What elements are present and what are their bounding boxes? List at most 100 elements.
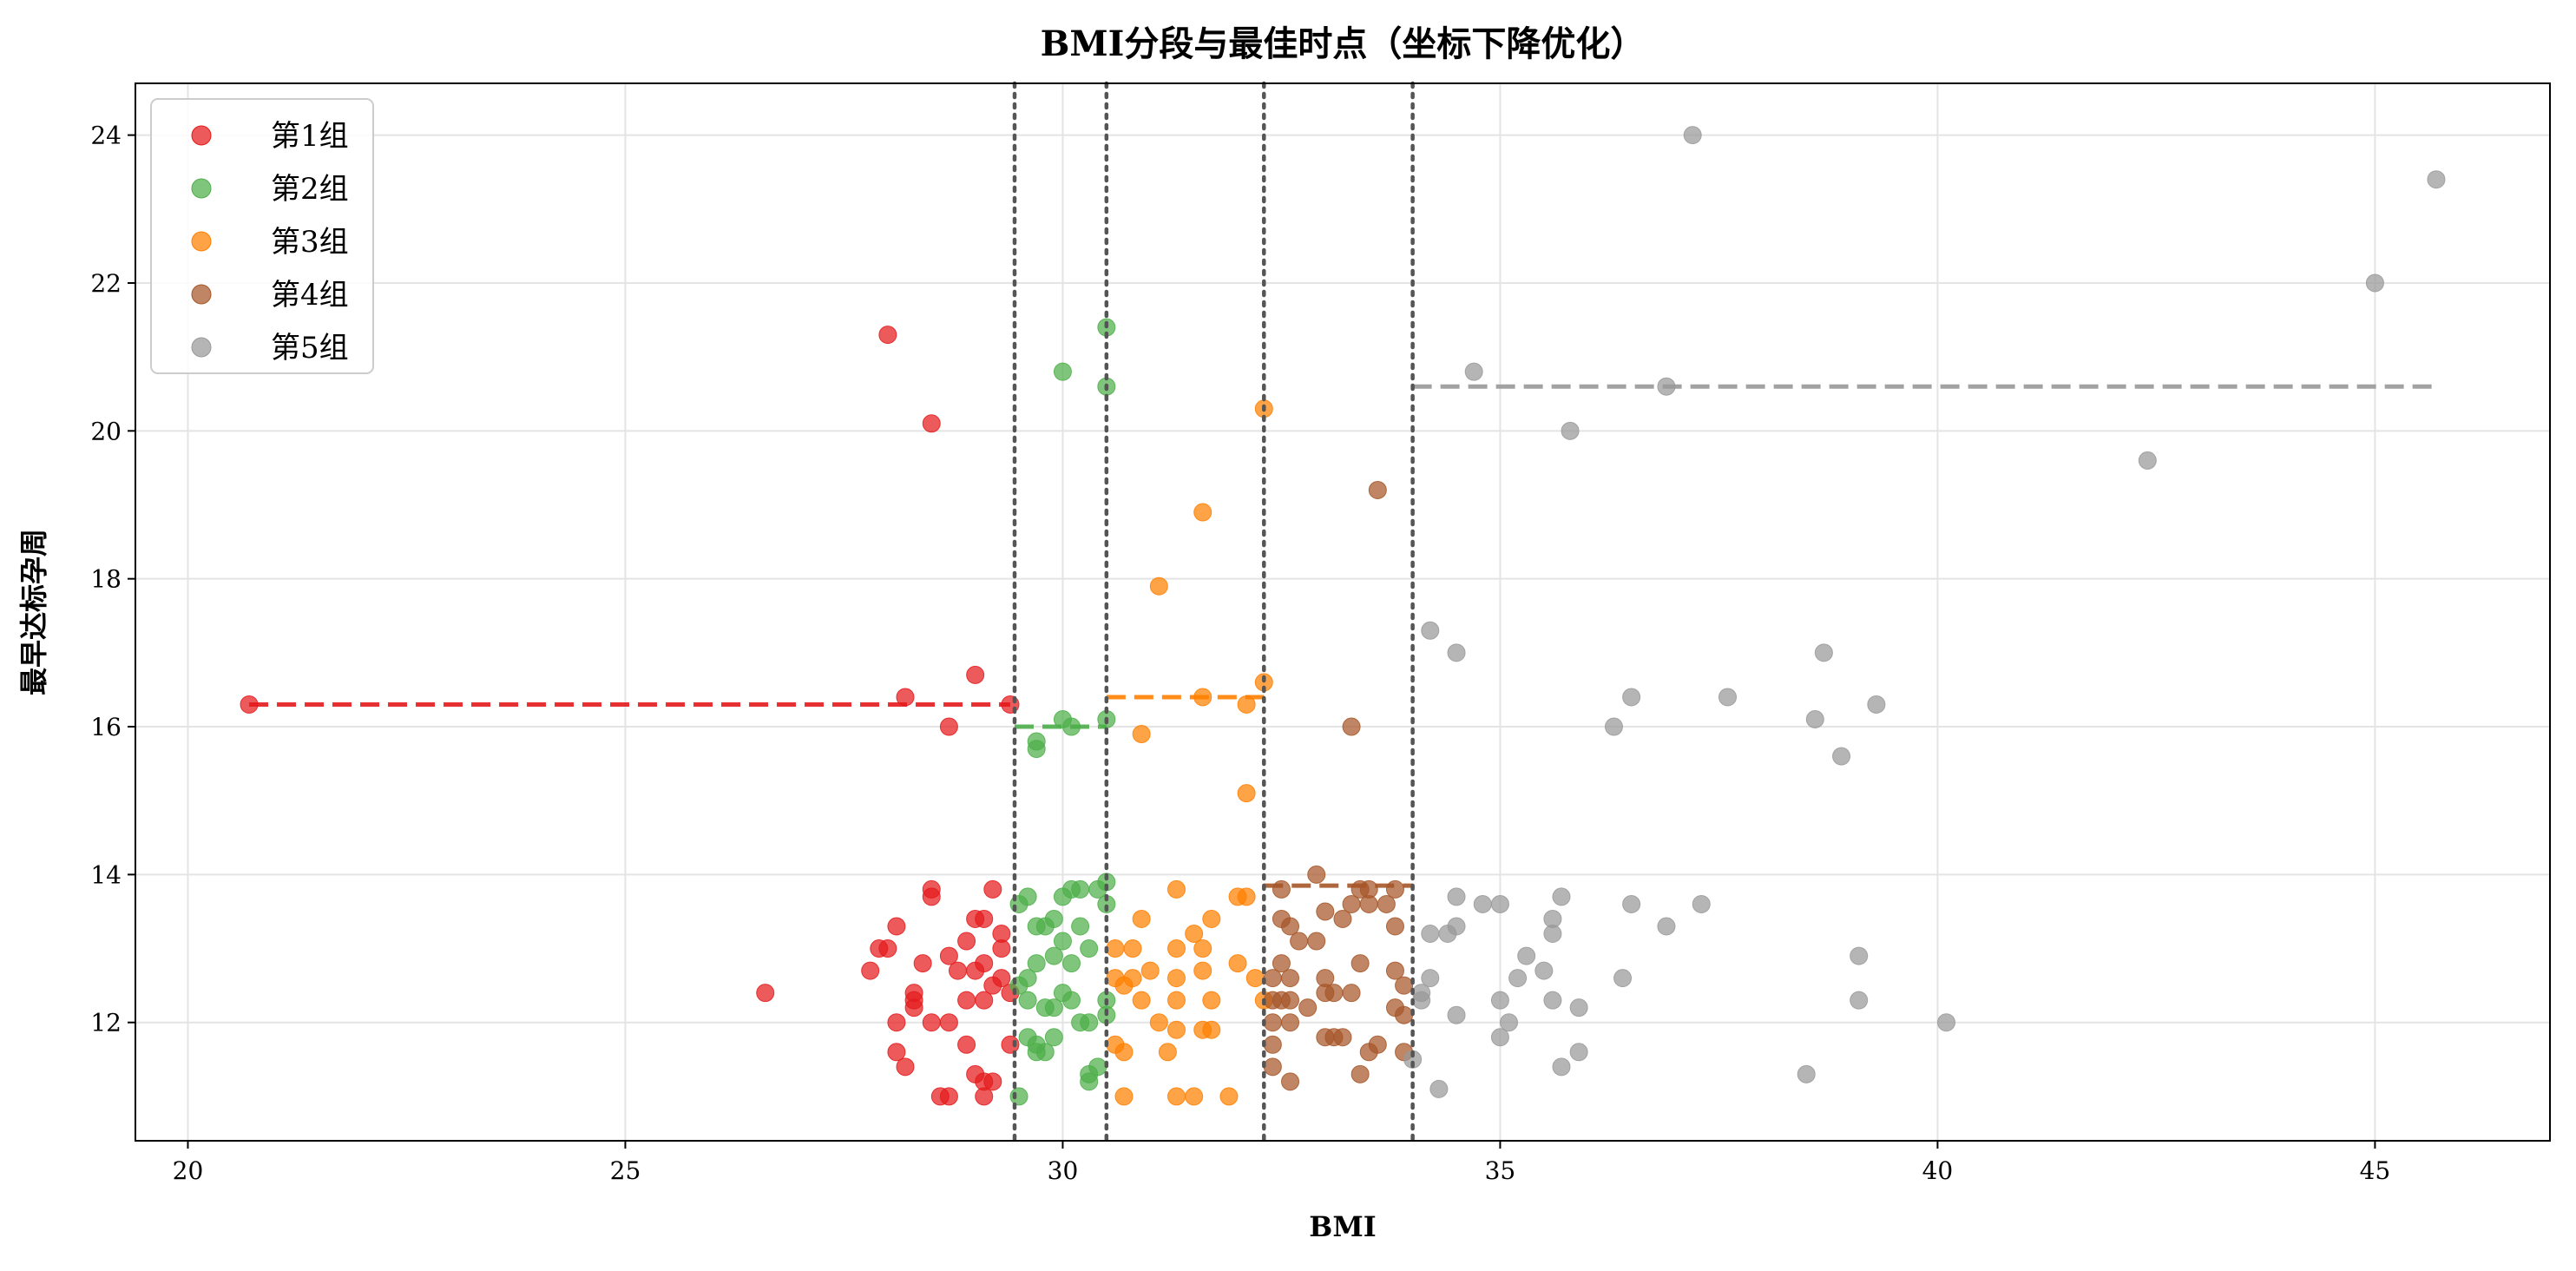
data-point-group-5	[1937, 1013, 1955, 1032]
legend-marker-group-4	[191, 284, 212, 305]
data-point-group-1	[939, 717, 958, 736]
x-tick-label: 30	[1048, 1156, 1079, 1185]
data-point-group-1	[878, 326, 897, 345]
data-point-group-5	[1421, 925, 1440, 944]
data-point-group-5	[1613, 969, 1633, 988]
data-point-group-5	[1473, 894, 1492, 913]
data-point-group-5	[1447, 887, 1466, 906]
data-point-group-1	[975, 991, 994, 1010]
y-axis-title: 最早达标孕周	[17, 529, 50, 695]
data-point-group-3	[1166, 1087, 1186, 1106]
data-point-group-4	[1395, 1005, 1414, 1024]
data-point-group-3	[1202, 991, 1221, 1010]
group-best-week-segments	[249, 384, 2436, 888]
data-point-group-4	[1359, 1043, 1378, 1062]
data-point-group-4	[1385, 961, 1404, 980]
data-point-group-5	[1814, 643, 1833, 662]
data-point-group-1	[992, 969, 1011, 988]
data-point-group-3	[1166, 991, 1186, 1010]
data-point-group-3	[1140, 961, 1160, 980]
data-point-group-1	[896, 688, 915, 707]
data-point-group-3	[1193, 688, 1212, 707]
plot-frame	[135, 82, 2551, 1142]
data-point-group-4	[1272, 954, 1291, 973]
data-point-group-5	[1500, 1013, 1519, 1032]
data-point-group-2	[1018, 887, 1037, 906]
data-point-group-1	[983, 879, 1002, 899]
data-point-group-2	[1044, 998, 1063, 1017]
y-tick-label: 22	[90, 269, 122, 298]
data-point-group-3	[1228, 954, 1247, 973]
data-point-group-3	[1185, 925, 1204, 944]
data-point-group-5	[1622, 894, 1641, 913]
data-point-group-5	[1490, 894, 1509, 913]
data-point-group-5	[2138, 451, 2157, 470]
data-point-group-1	[966, 961, 985, 980]
data-point-group-3	[1123, 969, 1142, 988]
legend-marker-group-2	[191, 178, 212, 199]
data-point-group-1	[957, 932, 976, 951]
data-point-group-1	[887, 1013, 906, 1032]
data-point-group-4	[1385, 917, 1404, 936]
data-point-group-3	[1132, 909, 1151, 928]
data-point-group-5	[1534, 961, 1554, 980]
data-point-group-3	[1158, 1043, 1177, 1062]
y-tick-label: 20	[90, 417, 122, 445]
data-point-group-1	[861, 961, 880, 980]
data-point-group-5	[1718, 688, 1738, 707]
data-point-group-3	[1237, 887, 1256, 906]
data-point-group-3	[1166, 969, 1186, 988]
data-point-group-5	[1604, 717, 1623, 736]
data-point-group-3	[1114, 1043, 1134, 1062]
data-point-group-3	[1219, 1087, 1239, 1106]
data-point-group-5	[1832, 747, 1851, 766]
data-point-group-5	[1429, 1079, 1449, 1098]
data-point-group-2	[1053, 932, 1072, 951]
chart-title: BMI分段与最佳时点（坐标下降优化）	[1041, 23, 1646, 64]
data-point-group-3	[1193, 961, 1212, 980]
data-point-group-4	[1385, 879, 1404, 899]
data-point-group-2	[1027, 954, 1046, 973]
data-point-group-5	[1692, 894, 1711, 913]
data-point-group-2	[1027, 740, 1046, 759]
data-point-group-2	[1027, 917, 1046, 936]
data-point-group-4	[1281, 969, 1300, 988]
data-point-group-5	[1517, 946, 1536, 965]
legend-marker-group-1	[191, 125, 212, 146]
data-point-group-5	[1447, 1005, 1466, 1024]
data-point-group-5	[1683, 126, 1702, 145]
data-point-group-4	[1263, 1057, 1282, 1077]
data-point-group-4	[1333, 1028, 1352, 1047]
data-point-group-4	[1298, 998, 1318, 1017]
data-point-group-1	[887, 1043, 906, 1062]
data-point-group-5	[1552, 1057, 1571, 1077]
data-point-group-5	[1850, 946, 1869, 965]
data-point-group-2	[1018, 991, 1037, 1010]
data-point-group-3	[1193, 939, 1212, 958]
data-point-group-2	[1044, 1028, 1063, 1047]
y-tick-label: 16	[90, 713, 122, 741]
data-point-group-3	[1202, 909, 1221, 928]
data-point-group-2	[1044, 946, 1063, 965]
data-point-group-1	[939, 946, 958, 965]
x-tick-label: 35	[1485, 1156, 1516, 1185]
data-point-group-1	[904, 991, 923, 1010]
data-point-group-2	[1062, 717, 1081, 736]
data-point-group-2	[1071, 879, 1090, 899]
bmi-boundary-lines	[1012, 81, 1415, 1143]
legend-marker-group-5	[191, 337, 212, 358]
data-point-group-5	[1622, 688, 1641, 707]
data-point-group-4	[1307, 865, 1326, 884]
data-point-group-4	[1316, 984, 1335, 1003]
data-point-group-5	[1421, 621, 1440, 640]
data-point-group-5	[1421, 969, 1440, 988]
data-point-group-5	[1569, 1043, 1588, 1062]
x-tick-label: 40	[1922, 1156, 1954, 1185]
data-point-group-3	[1106, 939, 1125, 958]
axis-ticks: 20 25 30 35 40 45 12 14 16 18 20 22 24	[90, 122, 2390, 1185]
data-point-group-4	[1263, 1013, 1282, 1032]
data-point-group-4	[1281, 1072, 1300, 1091]
data-point-group-2	[1062, 991, 1081, 1010]
data-point-group-1	[878, 939, 897, 958]
